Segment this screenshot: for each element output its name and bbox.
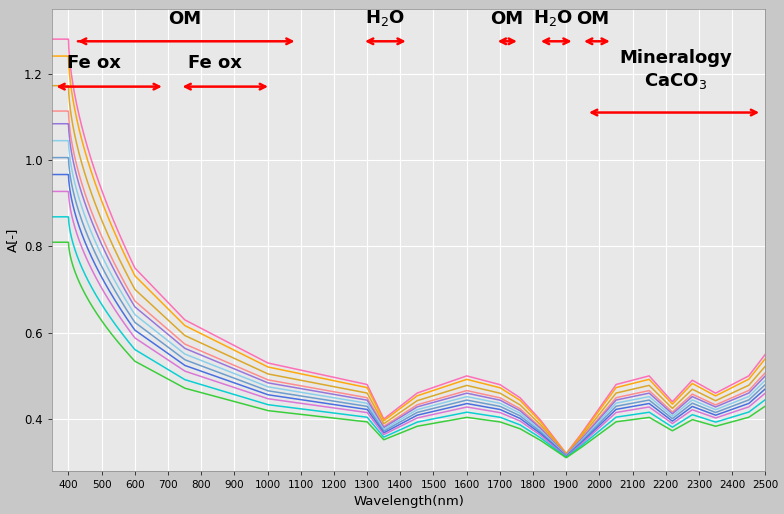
Y-axis label: A[-]: A[-] — [5, 228, 19, 252]
Text: OM: OM — [168, 10, 201, 28]
X-axis label: Wavelength(nm): Wavelength(nm) — [353, 495, 464, 508]
Text: CaCO$_3$: CaCO$_3$ — [644, 71, 707, 91]
Text: Fe ox: Fe ox — [67, 53, 121, 71]
Text: Fe ox: Fe ox — [188, 53, 241, 71]
Text: Mineralogy: Mineralogy — [619, 49, 732, 67]
Text: OM: OM — [490, 10, 523, 28]
Text: H$_2$O: H$_2$O — [533, 8, 573, 28]
Text: H$_2$O: H$_2$O — [365, 8, 405, 28]
Text: OM: OM — [576, 10, 609, 28]
